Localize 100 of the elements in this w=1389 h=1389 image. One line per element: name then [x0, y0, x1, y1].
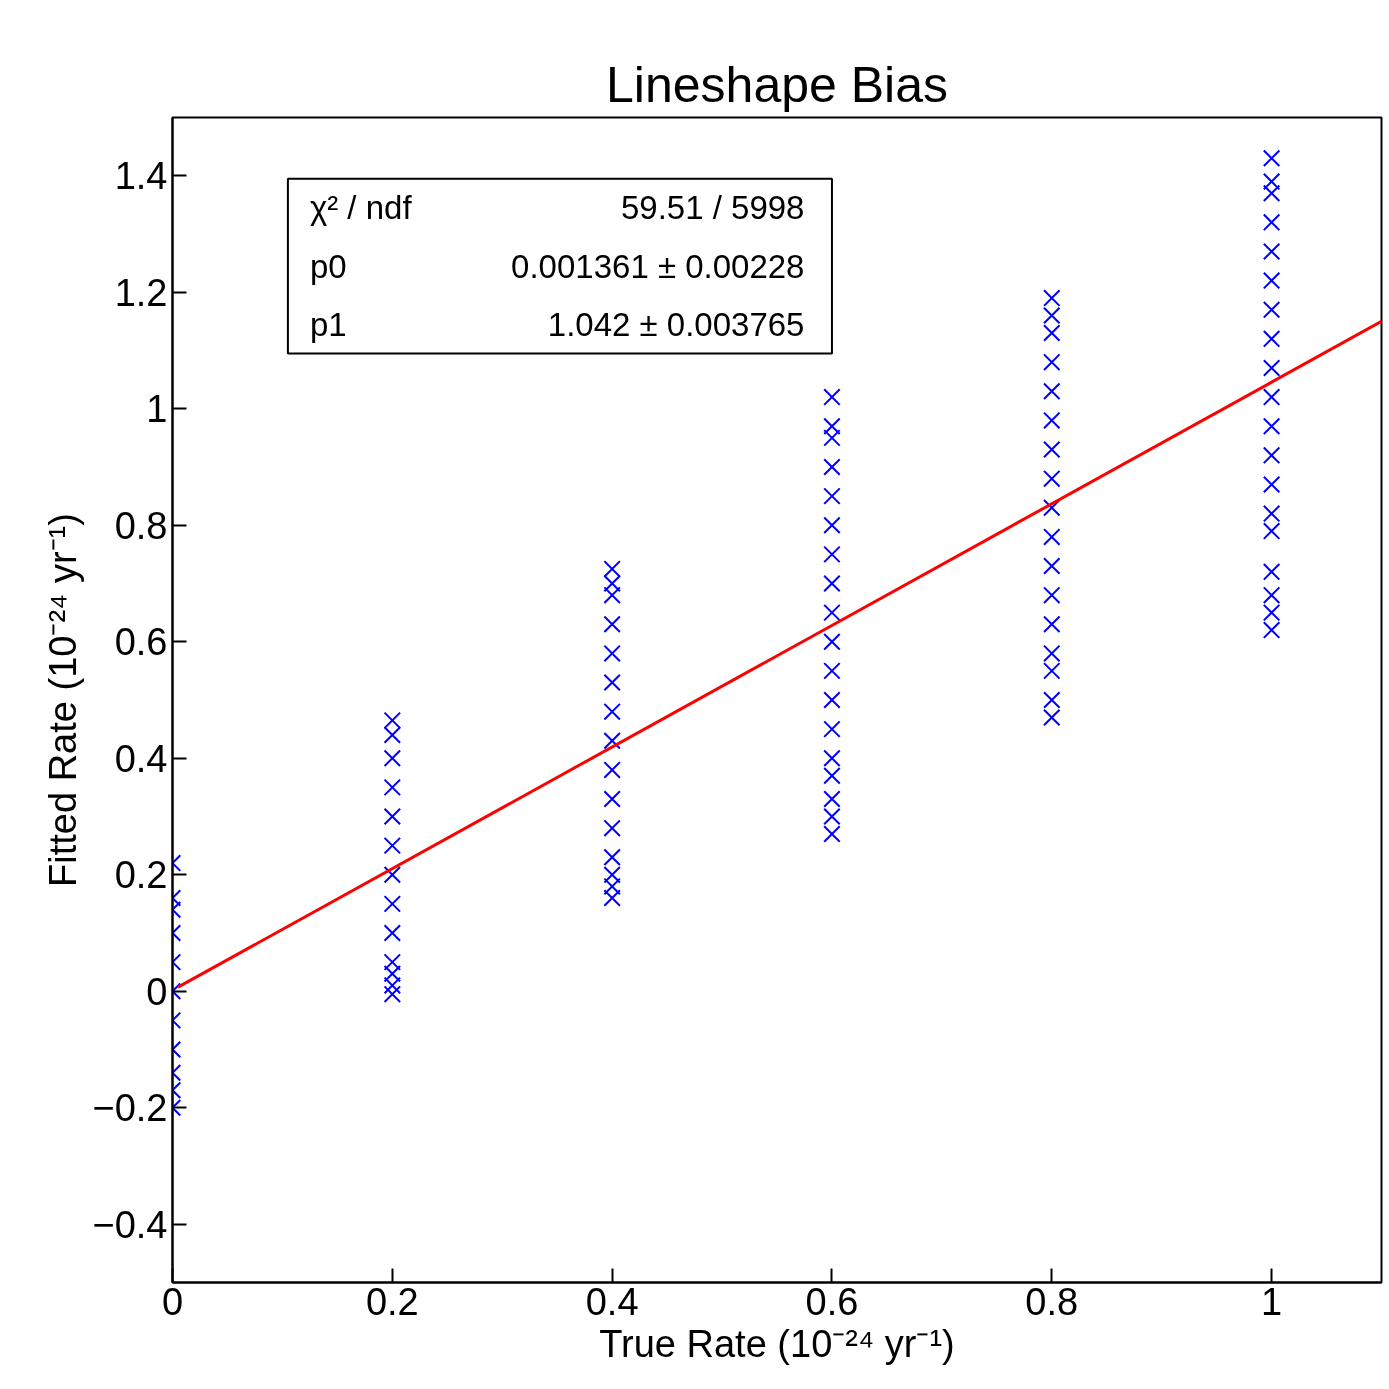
point [603, 673, 621, 692]
point [1262, 330, 1281, 348]
point [823, 807, 841, 826]
point [603, 848, 621, 867]
point [1262, 603, 1281, 622]
point [603, 560, 621, 578]
point [823, 487, 841, 505]
point [383, 924, 402, 942]
point [1042, 289, 1061, 307]
point [1042, 644, 1061, 663]
point [1262, 388, 1281, 406]
x-tick-label: 0.8 [1025, 1280, 1079, 1323]
y-tick-label: −0.4 [92, 1203, 168, 1246]
point [603, 819, 621, 837]
x-tick-label: 1 [1261, 1280, 1283, 1323]
y-tick-label: 1 [146, 388, 168, 431]
point [1042, 586, 1061, 604]
point [1042, 615, 1061, 634]
point [383, 726, 402, 744]
point [383, 895, 402, 913]
point [603, 732, 621, 750]
point [1042, 411, 1061, 430]
point [823, 790, 841, 808]
point [823, 825, 841, 843]
point [603, 889, 621, 907]
annotation: χ² / ndf [309, 189, 413, 227]
y-axis-title: Fitted Rate (10⁻²⁴ yr⁻¹) [42, 513, 85, 887]
point [603, 865, 621, 884]
point [1262, 586, 1281, 604]
point [1042, 691, 1061, 709]
point [1042, 662, 1061, 680]
point [1262, 522, 1281, 540]
point [823, 749, 841, 768]
y-tick-label: 1.4 [114, 155, 168, 198]
point [1262, 300, 1281, 319]
point [603, 574, 621, 593]
point [1262, 271, 1281, 290]
point [383, 807, 402, 826]
point [1262, 213, 1281, 232]
point [823, 429, 841, 447]
point [823, 417, 841, 435]
point [383, 985, 402, 1003]
point [383, 865, 402, 884]
point [383, 778, 402, 797]
point [603, 790, 621, 808]
point [603, 761, 621, 779]
y-tick-label: −0.2 [92, 1087, 168, 1130]
point [823, 516, 841, 535]
x-tick-label: 0.2 [365, 1280, 419, 1323]
y-tick-label: 0.6 [114, 621, 168, 664]
point [1262, 446, 1281, 465]
point [1262, 359, 1281, 377]
point [603, 702, 621, 721]
point [1042, 440, 1061, 459]
point [823, 458, 841, 476]
point [1042, 708, 1061, 727]
x-axis-title: True Rate (10⁻²⁴ yr⁻¹) [599, 1322, 955, 1365]
point [1262, 563, 1281, 581]
x-tick-label: 0.4 [585, 1280, 639, 1323]
point [383, 836, 402, 855]
y-tick-label: 1.2 [114, 271, 168, 314]
point [1262, 417, 1281, 435]
annotation: 0.001361 ± 0.00228 [511, 247, 805, 285]
point [1042, 324, 1061, 342]
point [1042, 382, 1061, 401]
y-tick-label: 0.8 [114, 504, 168, 547]
point [603, 586, 621, 604]
y-tick-label: 0.2 [114, 854, 168, 897]
point [823, 632, 841, 651]
point [1262, 242, 1281, 261]
y-tick-label: 0 [146, 970, 168, 1013]
point [603, 644, 621, 663]
point [1262, 475, 1281, 494]
chart-title: Lineshape Bias [606, 56, 948, 113]
point [1042, 353, 1061, 371]
annotation: 1.042 ± 0.003765 [547, 305, 805, 343]
point [823, 388, 841, 406]
point [823, 662, 841, 680]
point [823, 766, 841, 785]
point [823, 574, 841, 593]
point [1042, 557, 1061, 575]
point [1262, 621, 1281, 639]
point [383, 953, 402, 971]
point [383, 711, 402, 730]
point [1042, 469, 1061, 488]
point [1042, 306, 1061, 325]
point [823, 691, 841, 709]
annotation: 59.51 / 5998 [620, 189, 805, 227]
point [383, 749, 402, 768]
point [823, 603, 841, 622]
y-tick-label: 0.4 [114, 737, 168, 780]
point [603, 877, 621, 896]
point [383, 965, 402, 983]
point [603, 615, 621, 634]
point [823, 545, 841, 564]
point [823, 720, 841, 738]
x-tick-label: 0.6 [805, 1280, 859, 1323]
point [1262, 184, 1281, 202]
point [1262, 504, 1281, 523]
point [1042, 528, 1061, 546]
